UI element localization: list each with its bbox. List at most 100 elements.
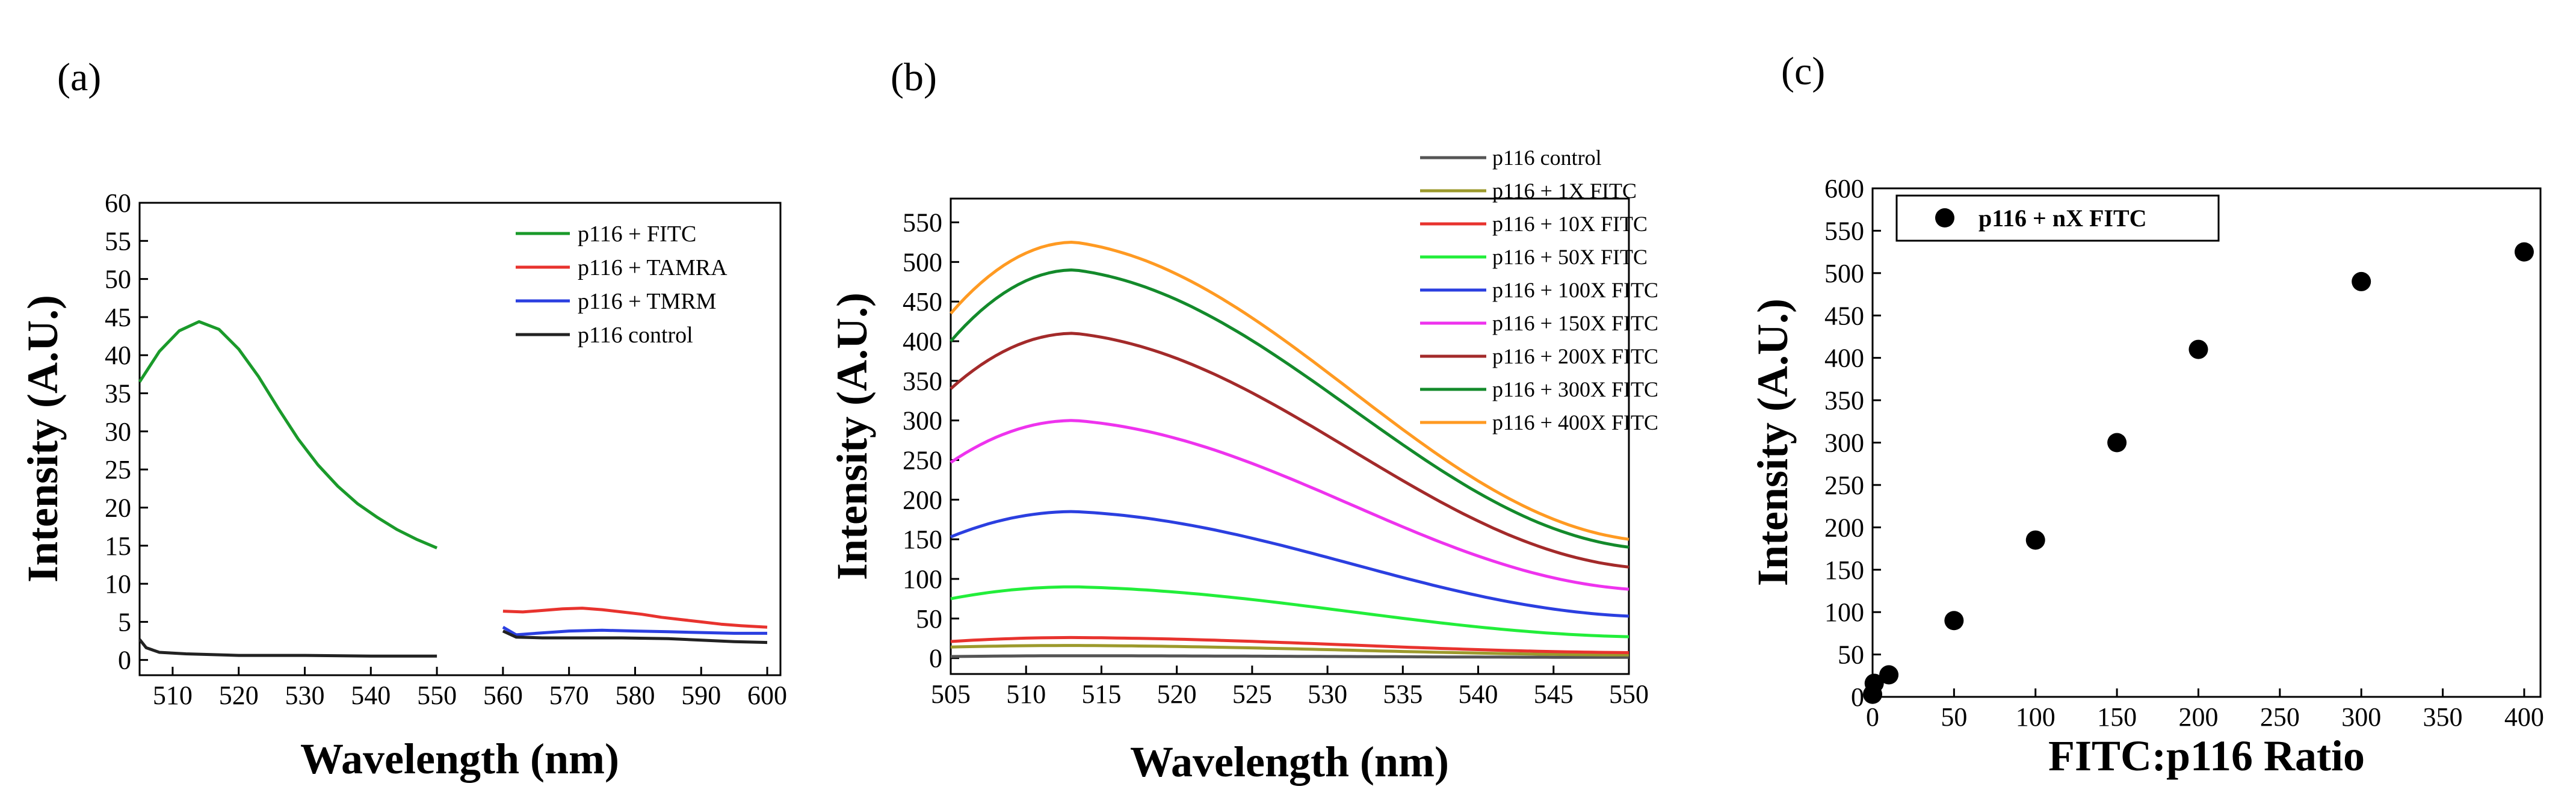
- panel-a-ytick-label: 0: [118, 646, 131, 675]
- panel-c-ytick-label: 500: [1824, 259, 1864, 288]
- panel-a-xtick-label: 530: [285, 681, 324, 710]
- panel-a-ylabel: Intensity (A.U.): [19, 295, 67, 583]
- panel-c-data-point: [1879, 665, 1899, 685]
- panel-b-series-line: [950, 510, 1629, 618]
- panel-c-data-point: [2188, 339, 2208, 359]
- panel-c-ytick-label: 350: [1824, 386, 1864, 415]
- panel-b-series-line: [950, 268, 1629, 549]
- panel-b-xtick-label: 525: [1232, 679, 1272, 709]
- panel-b-ytick-label: 450: [903, 287, 942, 317]
- panel-b-ytick-label: 400: [903, 327, 942, 356]
- panel-a-series-line: [502, 626, 767, 637]
- panel-c-ytick-label: 450: [1824, 301, 1864, 330]
- panel-b-ytick-label: 500: [903, 247, 942, 277]
- panel-a-series-line: [138, 320, 438, 549]
- panel-a-legend-label: p116 control: [578, 323, 693, 348]
- panel-a-xtick-label: 560: [483, 681, 523, 710]
- panel-b-series-line: [950, 644, 1629, 657]
- panel-c-data-point: [1944, 611, 1964, 631]
- panel-b-series-line: [950, 654, 1629, 659]
- panel-a-axes-frame: [138, 202, 782, 676]
- panel-a-ytick-label: 15: [105, 531, 131, 561]
- panel-c-ytick-label: 50: [1838, 640, 1864, 670]
- panel-b-xtick-label: 520: [1157, 679, 1197, 709]
- panel-a-xtick-label: 590: [681, 681, 721, 710]
- panel-b-xtick-label: 540: [1459, 679, 1498, 709]
- panel-b-xtick-label: 510: [1006, 679, 1046, 709]
- panel-a-ytick-label: 25: [105, 455, 131, 484]
- panel-b-legend-label: p116 + 400X FITC: [1492, 410, 1658, 434]
- panel-c-xtick-label: 300: [2341, 702, 2381, 732]
- panel-c-legend-label: p116 + nX FITC: [1978, 205, 2147, 232]
- panel-b-series-line: [950, 419, 1629, 591]
- panel-a-ytick-label: 35: [105, 379, 131, 409]
- panel-c-ytick-label: 550: [1824, 216, 1864, 246]
- panel-a-ytick-label: 5: [118, 607, 131, 637]
- panel-b-xtick-label: 550: [1609, 679, 1649, 709]
- panel-a-series-line: [502, 629, 768, 645]
- panel-b-xtick-label: 530: [1308, 679, 1347, 709]
- panel-a-xtick-label: 510: [153, 681, 193, 710]
- panel-b-series-line: [950, 241, 1629, 541]
- panel-a-legend-label: p116 + FITC: [578, 221, 696, 247]
- panel-b-legend-label: p116 + 150X FITC: [1492, 311, 1658, 335]
- panel-b-ytick-label: 250: [903, 446, 942, 475]
- panel-b-legend-label: p116 + 300X FITC: [1492, 377, 1658, 401]
- panel-b-axes-frame: [950, 197, 1630, 675]
- panel-a-legend-label: p116 + TMRM: [578, 289, 716, 314]
- panel-c-ytick-label: 150: [1824, 555, 1864, 585]
- panel-a-label: (a): [57, 55, 101, 99]
- panel-b-ytick-label: 300: [903, 406, 942, 436]
- panel-b-xlabel: Wavelength (nm): [1130, 738, 1449, 786]
- panel-a-xtick-label: 520: [219, 681, 259, 710]
- panel-a-ytick-label: 50: [105, 265, 131, 294]
- panel-c-xtick-label: 0: [1866, 702, 1879, 732]
- panel-a-xtick-label: 550: [417, 681, 457, 710]
- panel-b-ytick-label: 200: [903, 485, 942, 515]
- panel-c-ytick-label: 400: [1824, 344, 1864, 373]
- panel-c-legend-marker: [1935, 208, 1954, 227]
- panel-c-label: (c): [1781, 49, 1825, 93]
- panel-b-legend-label: p116 + 10X FITC: [1492, 212, 1648, 236]
- panel-c-ylabel: Intensity (A.U.): [1749, 298, 1797, 586]
- panel-a-xtick-label: 580: [615, 681, 655, 710]
- panel-a-ytick-label: 40: [105, 341, 131, 370]
- panel-c-ytick-label: 600: [1824, 174, 1864, 203]
- panel-b-ytick-label: 350: [903, 366, 942, 396]
- panel-a-xtick-label: 570: [549, 681, 589, 710]
- panel-a-legend-label: p116 + TAMRA: [578, 255, 727, 280]
- panel-b-legend-label: p116 + 1X FITC: [1492, 179, 1637, 203]
- panel-a-ytick-label: 20: [105, 493, 131, 522]
- panel-b: (b) 505 510 515 520 525 530 535 540 545 550 0 50 100…: [828, 55, 1658, 786]
- panel-b-ytick-label: 0: [929, 644, 942, 673]
- panel-a-ytick-label: 45: [105, 303, 131, 332]
- panel-c-xtick-label: 50: [1941, 702, 1967, 732]
- panel-c-ytick-label: 200: [1824, 513, 1864, 542]
- panel-a-xlabel: Wavelength (nm): [300, 735, 619, 783]
- panel-c-ytick-label: 100: [1824, 598, 1864, 627]
- panel-c-xtick-label: 400: [2504, 702, 2544, 732]
- panel-c-ytick-label: 0: [1851, 682, 1864, 712]
- panel-c-xlabel: FITC:p116 Ratio: [2048, 732, 2365, 780]
- panel-b-series-line: [950, 332, 1629, 569]
- panel-b-ylabel: Intensity (A.U.): [828, 292, 876, 580]
- panel-b-series-line: [950, 585, 1629, 638]
- panel-b-legend-label: p116 control: [1492, 146, 1602, 170]
- panel-c-xtick-label: 150: [2097, 702, 2137, 732]
- panel-c-xtick-label: 250: [2260, 702, 2300, 732]
- panel-c: (c) 0 50 100 150 200 250 300 350 400 0 50 100 150 200…: [1749, 49, 2544, 780]
- panel-c-data-point: [2025, 530, 2045, 550]
- panel-b-xtick-label: 505: [931, 679, 971, 709]
- panel-a: (a) 510 520 530 540 550 560 570 580 590 600051015…: [19, 55, 787, 783]
- panel-a-xtick-label: 540: [351, 681, 391, 710]
- panel-b-series-line: [950, 635, 1629, 654]
- panel-a-ytick-label: 55: [105, 226, 131, 256]
- panel-b-label: (b): [891, 55, 937, 99]
- panel-b-ytick-label: 50: [916, 604, 942, 634]
- panel-c-data-point: [1864, 673, 1884, 693]
- panel-c-data-point: [2107, 433, 2127, 453]
- panel-b-ytick-label: 550: [903, 208, 942, 238]
- panel-a-ytick-label: 30: [105, 417, 131, 447]
- panel-b-legend-label: p116 + 50X FITC: [1492, 245, 1648, 269]
